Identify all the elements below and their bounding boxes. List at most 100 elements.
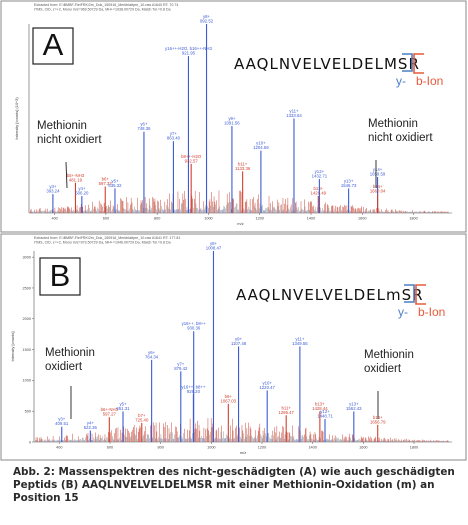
peak-mz-label: 1428.49 — [311, 190, 327, 195]
annotation-left-pointer — [65, 161, 68, 189]
y-ion-bracket — [404, 284, 415, 303]
peptide-sequence: AAQLNVELVELDELmSR — [236, 286, 424, 304]
peak-mz-label: 1091.56 — [224, 121, 240, 126]
peak-ion-label: b11+ — [282, 405, 292, 410]
peak-ion-label: y13+ — [349, 401, 359, 406]
x-tick-label: 1800 — [410, 446, 418, 450]
peak-ion-label: y5+ — [111, 178, 119, 183]
spectrum-header-line: Extracted from: E:\BMBF-FleiFRK\2m_Dok_1… — [34, 3, 178, 7]
peak-mz-label: 393.24 — [46, 189, 60, 194]
x-tick-label: 1600 — [359, 446, 367, 450]
peak-ion-label: y11+ — [295, 337, 305, 342]
y-tick-label: 1500 — [23, 348, 31, 352]
x-tick-label: 1400 — [307, 217, 315, 221]
peak-mz-label: 1659.59 — [370, 172, 386, 177]
peak-mz-label: 930.36 — [187, 326, 201, 331]
peak-ion-label: y3+ — [58, 417, 66, 422]
peak-mz-label: 1204.59 — [253, 145, 269, 150]
y-tick-label: 2000 — [23, 317, 31, 321]
b-ion-label: b-Ion — [416, 74, 443, 88]
peak-mz-label: 597.37 — [99, 181, 113, 186]
x-tick-label: 1400 — [308, 446, 316, 450]
peak-ion-label: b13+ — [313, 186, 323, 191]
annotation-left-line: Methionin — [37, 120, 87, 132]
y-axis-label: Intensity [counts] — [10, 331, 15, 361]
peak-mz-label: 1133.36 — [235, 166, 251, 171]
peak-ion-label: b11+ — [238, 161, 248, 166]
annotation-left-line: oxidiert — [45, 361, 83, 373]
peak-mz-label: 725.40 — [135, 417, 149, 422]
spectrum-chart-a: Extracted from: E:\BMBF-FleiFRK\2m_Dok_1… — [0, 0, 467, 233]
peak-mz-label: 1220.47 — [259, 385, 275, 390]
peak-ion-label: y5+ — [119, 401, 127, 406]
y-tick-label: 3000 — [23, 255, 31, 259]
peak-ion-label: y4+ — [87, 421, 95, 426]
b-ion-bracket — [415, 284, 426, 305]
peak-mz-label: 651.31 — [116, 406, 130, 411]
peptide-sequence: AAQLNVELVELDELMSR — [234, 55, 420, 73]
x-tick-label: 600 — [103, 217, 109, 221]
peak-mz-label: 481.19 — [69, 177, 83, 182]
x-tick-label: 800 — [154, 217, 160, 221]
peak-mz-label: 863.40 — [167, 136, 181, 141]
peak-mz-label: 1432.71 — [312, 173, 328, 178]
peak-mz-label: 1656.79 — [370, 419, 386, 424]
peak-mz-label: 1546.73 — [341, 183, 357, 188]
peak-mz-label: 1562.43 — [346, 406, 362, 411]
y-axis-label: Intensity [counts] (10^3) — [14, 97, 19, 140]
peak-ion-label: y6+ — [140, 122, 148, 127]
peak-mz-label: 748.36 — [137, 126, 151, 131]
spectrum-header-line: ITMS, CID, z=+2, Mono m/z=973.50729 Da, … — [34, 241, 171, 245]
annotation-left-line: nicht oxidiert — [37, 134, 102, 146]
y-tick-label: 500 — [25, 409, 31, 413]
y-ion-bracket — [402, 53, 413, 72]
spectrum-header-line: ITMS, CID, z=+2, Mono m/z=969.50729 Da, … — [34, 8, 171, 12]
peak-ion-label: y16++-H2O, b16++-NH3 — [165, 46, 212, 51]
peak-ion-label: y7+ — [170, 131, 178, 136]
panel-letter: A — [43, 27, 64, 62]
peak-ion-label: b5+-NH3 — [67, 173, 85, 178]
spectrum-chart-b: Extracted from: E:\BMBF-FleiFRK\2m_Dok_1… — [0, 233, 467, 461]
peak-ion-label: y10+ — [262, 380, 272, 385]
x-tick-label: 600 — [107, 446, 113, 450]
peak-ion-label: b6+-NH3 — [101, 407, 119, 412]
spectrum-panel-a: Extracted from: E:\BMBF-FleiFRK\2m_Dok_1… — [0, 0, 468, 233]
peak-mz-label: 1295.47 — [278, 410, 294, 415]
x-tick-label: 1000 — [207, 446, 215, 450]
panel-frame — [0, 0, 467, 233]
annotation-right-line: oxidiert — [364, 363, 402, 375]
peak-ion-label: b9+ — [225, 394, 233, 399]
peak-ion-label: y3+ — [49, 184, 57, 189]
peak-mz-label: 1008.47 — [206, 246, 222, 251]
spectrum-header-line: Extracted from: E:\BMBF-FleiFRK\2m_Dok_1… — [34, 236, 180, 240]
panel-letter-box — [32, 27, 74, 65]
noise-peaks — [35, 418, 449, 442]
peak-ion-label: y8+ — [210, 241, 218, 246]
peak-mz-label: 1660.04 — [370, 189, 386, 194]
peak-mz-label: 522.36 — [84, 425, 98, 430]
panel-letter-box — [39, 257, 81, 296]
peak-ion-label: y16++, b8++ — [182, 321, 207, 326]
peak-mz-label: 879.42 — [174, 366, 188, 371]
x-tick-label: 400 — [56, 446, 62, 450]
x-axis-label: m/z — [237, 221, 243, 226]
peak-ion-label: y7+ — [177, 361, 185, 366]
peak-mz-label: 992.52 — [200, 19, 214, 24]
panel-letter: B — [50, 258, 71, 293]
peak-ion-label: y9+ — [228, 116, 236, 121]
peak-ion-label: b6+ — [102, 177, 110, 182]
spectrum-panel-b: Extracted from: E:\BMBF-FleiFRK\2m_Dok_1… — [0, 233, 468, 461]
peak-ion-label: y12+ — [315, 169, 325, 174]
peak-ion-label: b13+ — [315, 401, 325, 406]
peak-ion-label: b7+ — [138, 413, 146, 418]
peak-mz-label: 1428.44 — [312, 406, 328, 411]
x-tick-label: 400 — [51, 217, 57, 221]
peak-ion-label: y6+ — [148, 350, 156, 355]
peak-mz-label: 1333.64 — [286, 113, 302, 118]
peak-mz-label: 1349.55 — [292, 341, 308, 346]
b-ion-bracket — [413, 53, 424, 74]
peak-mz-label: 921.95 — [182, 51, 196, 56]
figure-caption: Abb. 2: Massenspektren des nicht-geschäd… — [13, 466, 455, 504]
peak-mz-label: 1448.71 — [317, 414, 333, 419]
